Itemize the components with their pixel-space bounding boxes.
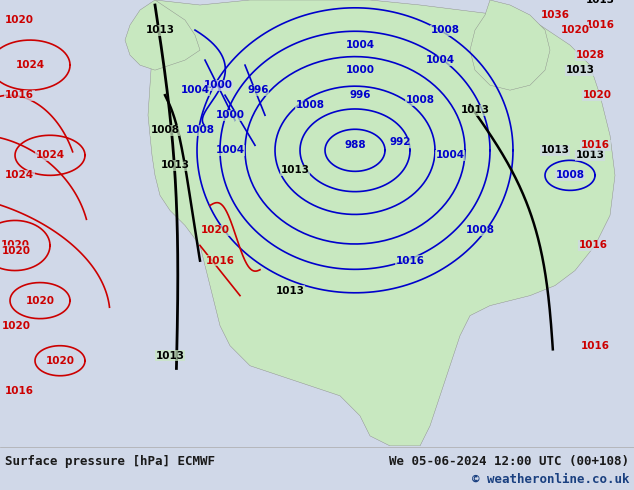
Text: 1000: 1000 <box>216 110 245 120</box>
Text: 1016: 1016 <box>581 341 610 351</box>
Text: 1036: 1036 <box>541 10 569 20</box>
Text: 1008: 1008 <box>465 225 495 236</box>
Text: 1020: 1020 <box>583 90 612 100</box>
Text: 1008: 1008 <box>150 125 179 135</box>
Text: 1008: 1008 <box>555 171 585 180</box>
Text: 1013: 1013 <box>586 0 614 5</box>
Text: 1016: 1016 <box>579 241 608 250</box>
Polygon shape <box>125 0 200 70</box>
Text: 1016: 1016 <box>5 90 34 100</box>
Text: 1016: 1016 <box>581 140 610 150</box>
Text: © weatheronline.co.uk: © weatheronline.co.uk <box>472 473 629 487</box>
Text: 1013: 1013 <box>280 165 309 175</box>
Text: 1024: 1024 <box>5 171 34 180</box>
Text: 1020: 1020 <box>5 15 34 25</box>
Text: 992: 992 <box>389 137 411 147</box>
Text: 1028: 1028 <box>576 50 604 60</box>
Text: We 05-06-2024 12:00 UTC (00+108): We 05-06-2024 12:00 UTC (00+108) <box>389 455 629 468</box>
Text: 1020: 1020 <box>560 25 590 35</box>
Text: 1004: 1004 <box>436 150 465 160</box>
Text: 1013: 1013 <box>160 160 190 171</box>
Text: 1020: 1020 <box>2 320 31 331</box>
Text: 1004: 1004 <box>346 40 375 50</box>
Text: 1013: 1013 <box>576 150 604 160</box>
Text: 1016: 1016 <box>205 255 235 266</box>
Text: 1004: 1004 <box>425 55 455 65</box>
Text: 1024: 1024 <box>36 150 65 160</box>
Text: 1000: 1000 <box>204 80 233 90</box>
Text: Surface pressure [hPa] ECMWF: Surface pressure [hPa] ECMWF <box>5 455 215 468</box>
Text: 1004: 1004 <box>216 146 245 155</box>
Polygon shape <box>148 0 615 446</box>
Text: 1020: 1020 <box>25 295 55 306</box>
Text: 1013: 1013 <box>541 146 569 155</box>
Polygon shape <box>470 0 550 90</box>
Text: 1020: 1020 <box>1 241 30 250</box>
Text: 1016: 1016 <box>396 255 425 266</box>
Text: 1008: 1008 <box>430 25 460 35</box>
Text: 1013: 1013 <box>145 25 174 35</box>
Text: 1024: 1024 <box>15 60 44 70</box>
Text: 1008: 1008 <box>186 125 214 135</box>
Text: 1020: 1020 <box>200 225 230 236</box>
Text: 1016: 1016 <box>586 20 614 30</box>
Text: 1016: 1016 <box>5 386 34 396</box>
Text: 1000: 1000 <box>346 65 375 75</box>
Text: 1013: 1013 <box>276 286 304 295</box>
Text: 1013: 1013 <box>566 65 595 75</box>
Text: 1013: 1013 <box>460 105 489 115</box>
Text: 988: 988 <box>344 140 366 150</box>
Text: 1004: 1004 <box>181 85 210 95</box>
Text: 1013: 1013 <box>155 351 184 361</box>
Text: 1020: 1020 <box>2 245 31 255</box>
Text: 1020: 1020 <box>46 356 75 366</box>
Text: 996: 996 <box>247 85 269 95</box>
Text: 1008: 1008 <box>406 95 434 105</box>
Text: 1008: 1008 <box>295 100 325 110</box>
Text: 996: 996 <box>349 90 371 100</box>
